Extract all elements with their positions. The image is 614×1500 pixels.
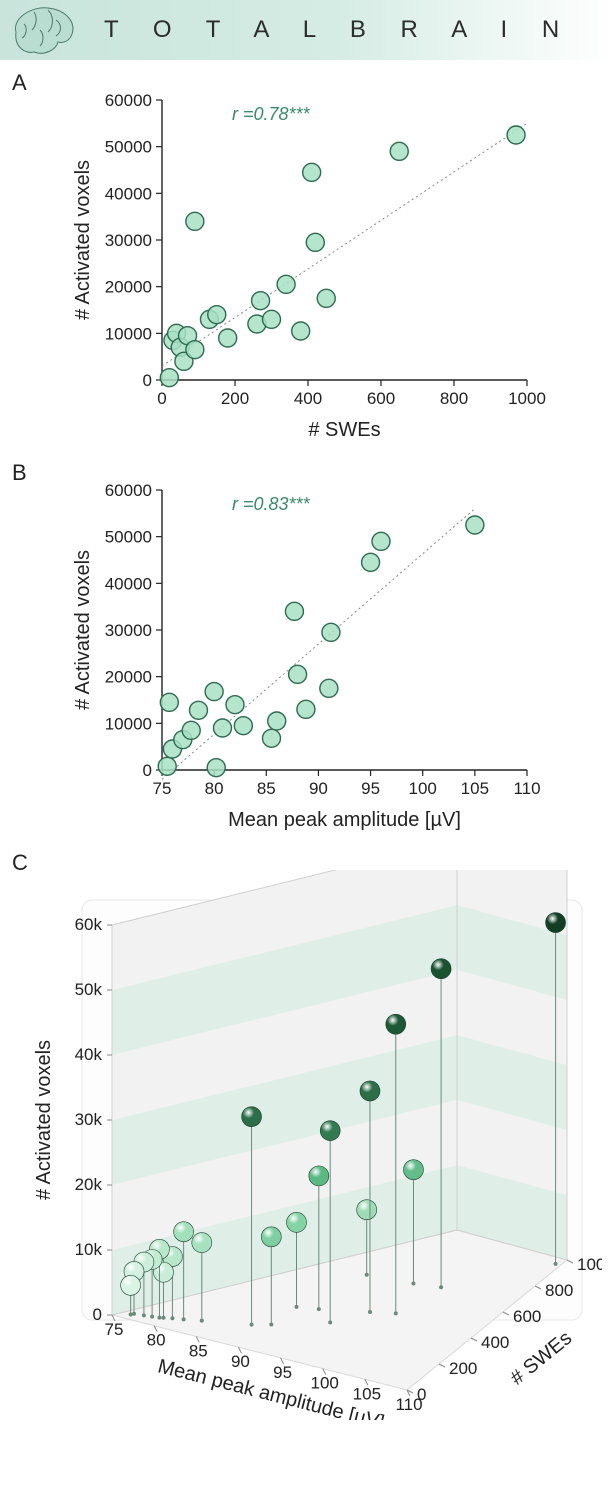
svg-text:90: 90 [231,1352,250,1371]
chart-a: 0 10000 20000 30000 40000 50000 60000 0 200 400 60… [67,90,547,450]
svg-text:r =0.78***: r =0.78*** [232,104,311,124]
svg-text:10k: 10k [75,1240,103,1259]
svg-text:Mean peak amplitude [µV]: Mean peak amplitude [µV] [228,809,461,831]
svg-text:1000: 1000 [577,1255,602,1274]
svg-text:30k: 30k [75,1110,103,1129]
svg-text:0: 0 [93,1305,102,1324]
svg-text:30000: 30000 [105,621,152,640]
svg-text:40k: 40k [75,1045,103,1064]
svg-text:90: 90 [309,779,328,798]
svg-text:80: 80 [205,779,224,798]
svg-text:# Activated voxels: # Activated voxels [72,160,94,320]
svg-text:75: 75 [105,1320,124,1339]
svg-text:400: 400 [294,389,322,408]
svg-text:50000: 50000 [105,528,152,547]
svg-text:0: 0 [157,389,166,408]
svg-text:# Activated voxels: # Activated voxels [33,1040,55,1200]
svg-text:50k: 50k [75,980,103,999]
svg-text:600: 600 [367,389,395,408]
svg-text:# SWEs: # SWEs [506,1327,576,1390]
svg-text:0: 0 [417,1385,426,1404]
svg-text:20000: 20000 [105,278,152,297]
svg-text:95: 95 [273,1363,292,1382]
svg-text:10000: 10000 [105,714,152,733]
svg-text:60000: 60000 [105,481,152,500]
svg-text:100: 100 [409,779,437,798]
brain-icon [4,0,84,60]
svg-text:200: 200 [221,389,249,408]
svg-text:800: 800 [440,389,468,408]
svg-text:105: 105 [461,779,489,798]
svg-text:80: 80 [147,1331,166,1350]
svg-text:105: 105 [353,1384,381,1403]
svg-text:95: 95 [361,779,380,798]
svg-text:800: 800 [545,1281,573,1300]
svg-text:100: 100 [311,1374,339,1393]
svg-text:400: 400 [481,1333,509,1352]
svg-text:40000: 40000 [105,184,152,203]
svg-text:10000: 10000 [105,324,152,343]
svg-text:600: 600 [513,1307,541,1326]
svg-text:60000: 60000 [105,91,152,110]
svg-text:r =0.83***: r =0.83*** [232,494,311,514]
svg-text:20k: 20k [75,1175,103,1194]
svg-text:20000: 20000 [105,668,152,687]
svg-text:75: 75 [153,779,172,798]
svg-text:85: 85 [257,779,276,798]
svg-text:40000: 40000 [105,574,152,593]
svg-text:60k: 60k [75,915,103,934]
svg-text:110: 110 [513,779,540,798]
chart-b: 0 10000 20000 30000 40000 50000 60000 75 80 85 90 9… [67,480,547,840]
svg-text:0: 0 [143,761,152,780]
page-title: T O T A L B R A I N [104,16,573,44]
svg-text:0: 0 [143,371,152,390]
svg-text:200: 200 [449,1359,477,1378]
svg-text:1000: 1000 [508,389,546,408]
header-banner: T O T A L B R A I N [0,0,614,60]
svg-text:85: 85 [189,1341,208,1360]
svg-text:# Activated voxels: # Activated voxels [72,550,94,710]
svg-text:# SWEs: # SWEs [308,419,380,441]
chart-c: 0 10k 20k 30k 40k 50k 60k # Activated voxels 75 8… [12,870,602,1420]
svg-text:50000: 50000 [105,138,152,157]
svg-text:30000: 30000 [105,231,152,250]
